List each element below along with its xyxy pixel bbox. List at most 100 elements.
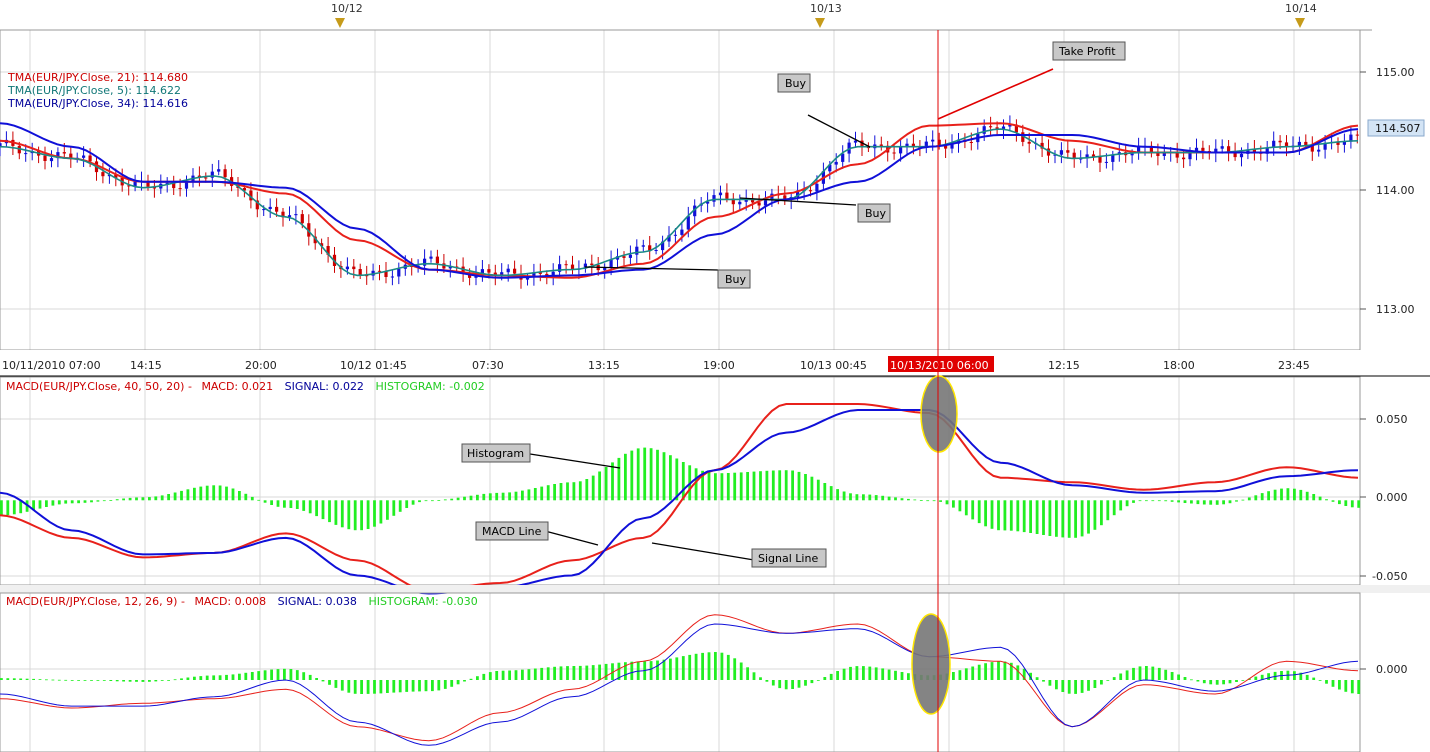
histogram-bar <box>96 500 100 502</box>
histogram-bar <box>1215 680 1219 685</box>
candle-body <box>217 169 221 172</box>
histogram-bar <box>816 680 820 681</box>
histogram-bar <box>907 673 910 680</box>
histogram-bar <box>636 448 640 501</box>
macd1-lines <box>0 403 1359 595</box>
histogram-bar <box>508 670 511 680</box>
histogram-bar <box>816 479 820 501</box>
candle-body <box>1182 157 1186 160</box>
histogram-bar <box>57 679 61 681</box>
histogram-bar <box>19 500 23 514</box>
histogram-bar <box>662 452 666 501</box>
histogram-bar <box>418 500 421 503</box>
histogram-bar <box>714 473 717 501</box>
candle-body <box>1239 153 1244 158</box>
histogram-bar <box>1042 680 1045 682</box>
candle-body <box>1175 151 1179 158</box>
price-tick: 113.00 <box>1376 303 1415 316</box>
time-axis-label: 14:15 <box>130 359 162 372</box>
candle-body <box>1272 140 1276 148</box>
histogram-bar <box>1055 500 1058 537</box>
histogram-bar <box>1344 680 1348 692</box>
candle-body <box>853 140 858 143</box>
candle-body <box>808 190 813 192</box>
histogram-bar <box>1061 500 1065 538</box>
signal-line-callout[interactable]: Signal Line <box>751 548 827 568</box>
candle-body <box>1310 145 1314 152</box>
histogram-bar <box>726 654 730 680</box>
histogram-bar <box>688 654 692 680</box>
candle-body <box>165 182 169 184</box>
histogram-bar <box>1235 680 1238 682</box>
histogram-bar <box>450 498 454 501</box>
histogram-callout[interactable]: Histogram <box>461 443 531 463</box>
histogram-bar <box>784 680 788 690</box>
candle-body <box>1252 149 1256 152</box>
histogram-bar <box>649 661 653 680</box>
candle-body <box>307 223 311 237</box>
series-line <box>0 128 1359 277</box>
histogram-bar <box>289 669 293 680</box>
histogram-bar <box>624 662 627 680</box>
histogram-bar <box>533 488 537 501</box>
histogram-bar <box>849 493 852 501</box>
histogram-bar <box>334 680 338 688</box>
histogram-bar <box>64 679 68 681</box>
histogram-bar <box>894 497 897 501</box>
histogram-bar <box>488 672 492 680</box>
histogram-bar <box>38 679 42 680</box>
histogram-bar <box>681 656 685 680</box>
histogram-bar <box>418 680 421 692</box>
histogram-bar <box>141 497 145 501</box>
candle-body <box>1149 145 1153 153</box>
time-axis-label: 18:00 <box>1163 359 1195 372</box>
price-indicator-lines <box>0 122 1359 279</box>
histogram-bar <box>167 680 170 681</box>
candle-body <box>763 200 768 206</box>
histogram-bar <box>990 662 994 680</box>
histogram-bar <box>1267 491 1270 501</box>
buy-callout-label: Buy <box>785 77 807 90</box>
histogram-bar <box>186 489 190 501</box>
histogram-bar <box>135 497 138 501</box>
candle-body <box>911 143 915 148</box>
histogram-bar <box>913 499 917 501</box>
histogram-bar <box>900 672 904 680</box>
top-marker-triangle-icon <box>815 18 825 28</box>
candle-body <box>686 216 690 230</box>
histogram-bar <box>874 495 878 501</box>
histogram-bar <box>1074 500 1077 538</box>
time-axis-label: 23:45 <box>1278 359 1310 372</box>
histogram-bar <box>450 680 454 687</box>
histogram-bar <box>1222 680 1225 685</box>
candle-body <box>673 234 677 236</box>
candle-body <box>1040 142 1044 149</box>
buy-callout[interactable]: Buy <box>717 269 751 289</box>
histogram-bar <box>90 500 93 503</box>
histogram-bar <box>328 680 331 685</box>
histogram-bar <box>1267 673 1270 680</box>
histogram-bar <box>353 680 357 694</box>
histogram-bar <box>392 680 396 693</box>
candle-body <box>49 158 54 162</box>
histogram-bar <box>347 500 351 530</box>
take-profit-callout[interactable]: Take Profit <box>1052 41 1126 61</box>
buy-callout[interactable]: Buy <box>857 203 891 223</box>
histogram-bar <box>533 668 537 680</box>
candle-body <box>1053 154 1057 156</box>
histogram-bar <box>977 500 981 524</box>
candle-body <box>146 180 150 187</box>
histogram-bar <box>1035 500 1039 534</box>
histogram-bar <box>823 677 827 680</box>
histogram-bar <box>1138 500 1142 502</box>
histogram-bar <box>12 500 16 515</box>
histogram-bar <box>694 653 698 680</box>
histogram-bar <box>669 455 672 501</box>
histogram-bar <box>572 482 576 501</box>
histogram-bar <box>874 667 878 680</box>
buy-callout[interactable]: Buy <box>777 73 811 93</box>
histogram-bar <box>122 498 125 501</box>
macd-line-callout[interactable]: MACD Line <box>475 521 549 541</box>
histogram-bar <box>1029 672 1032 680</box>
top-marker-triangle-icon <box>335 18 345 28</box>
